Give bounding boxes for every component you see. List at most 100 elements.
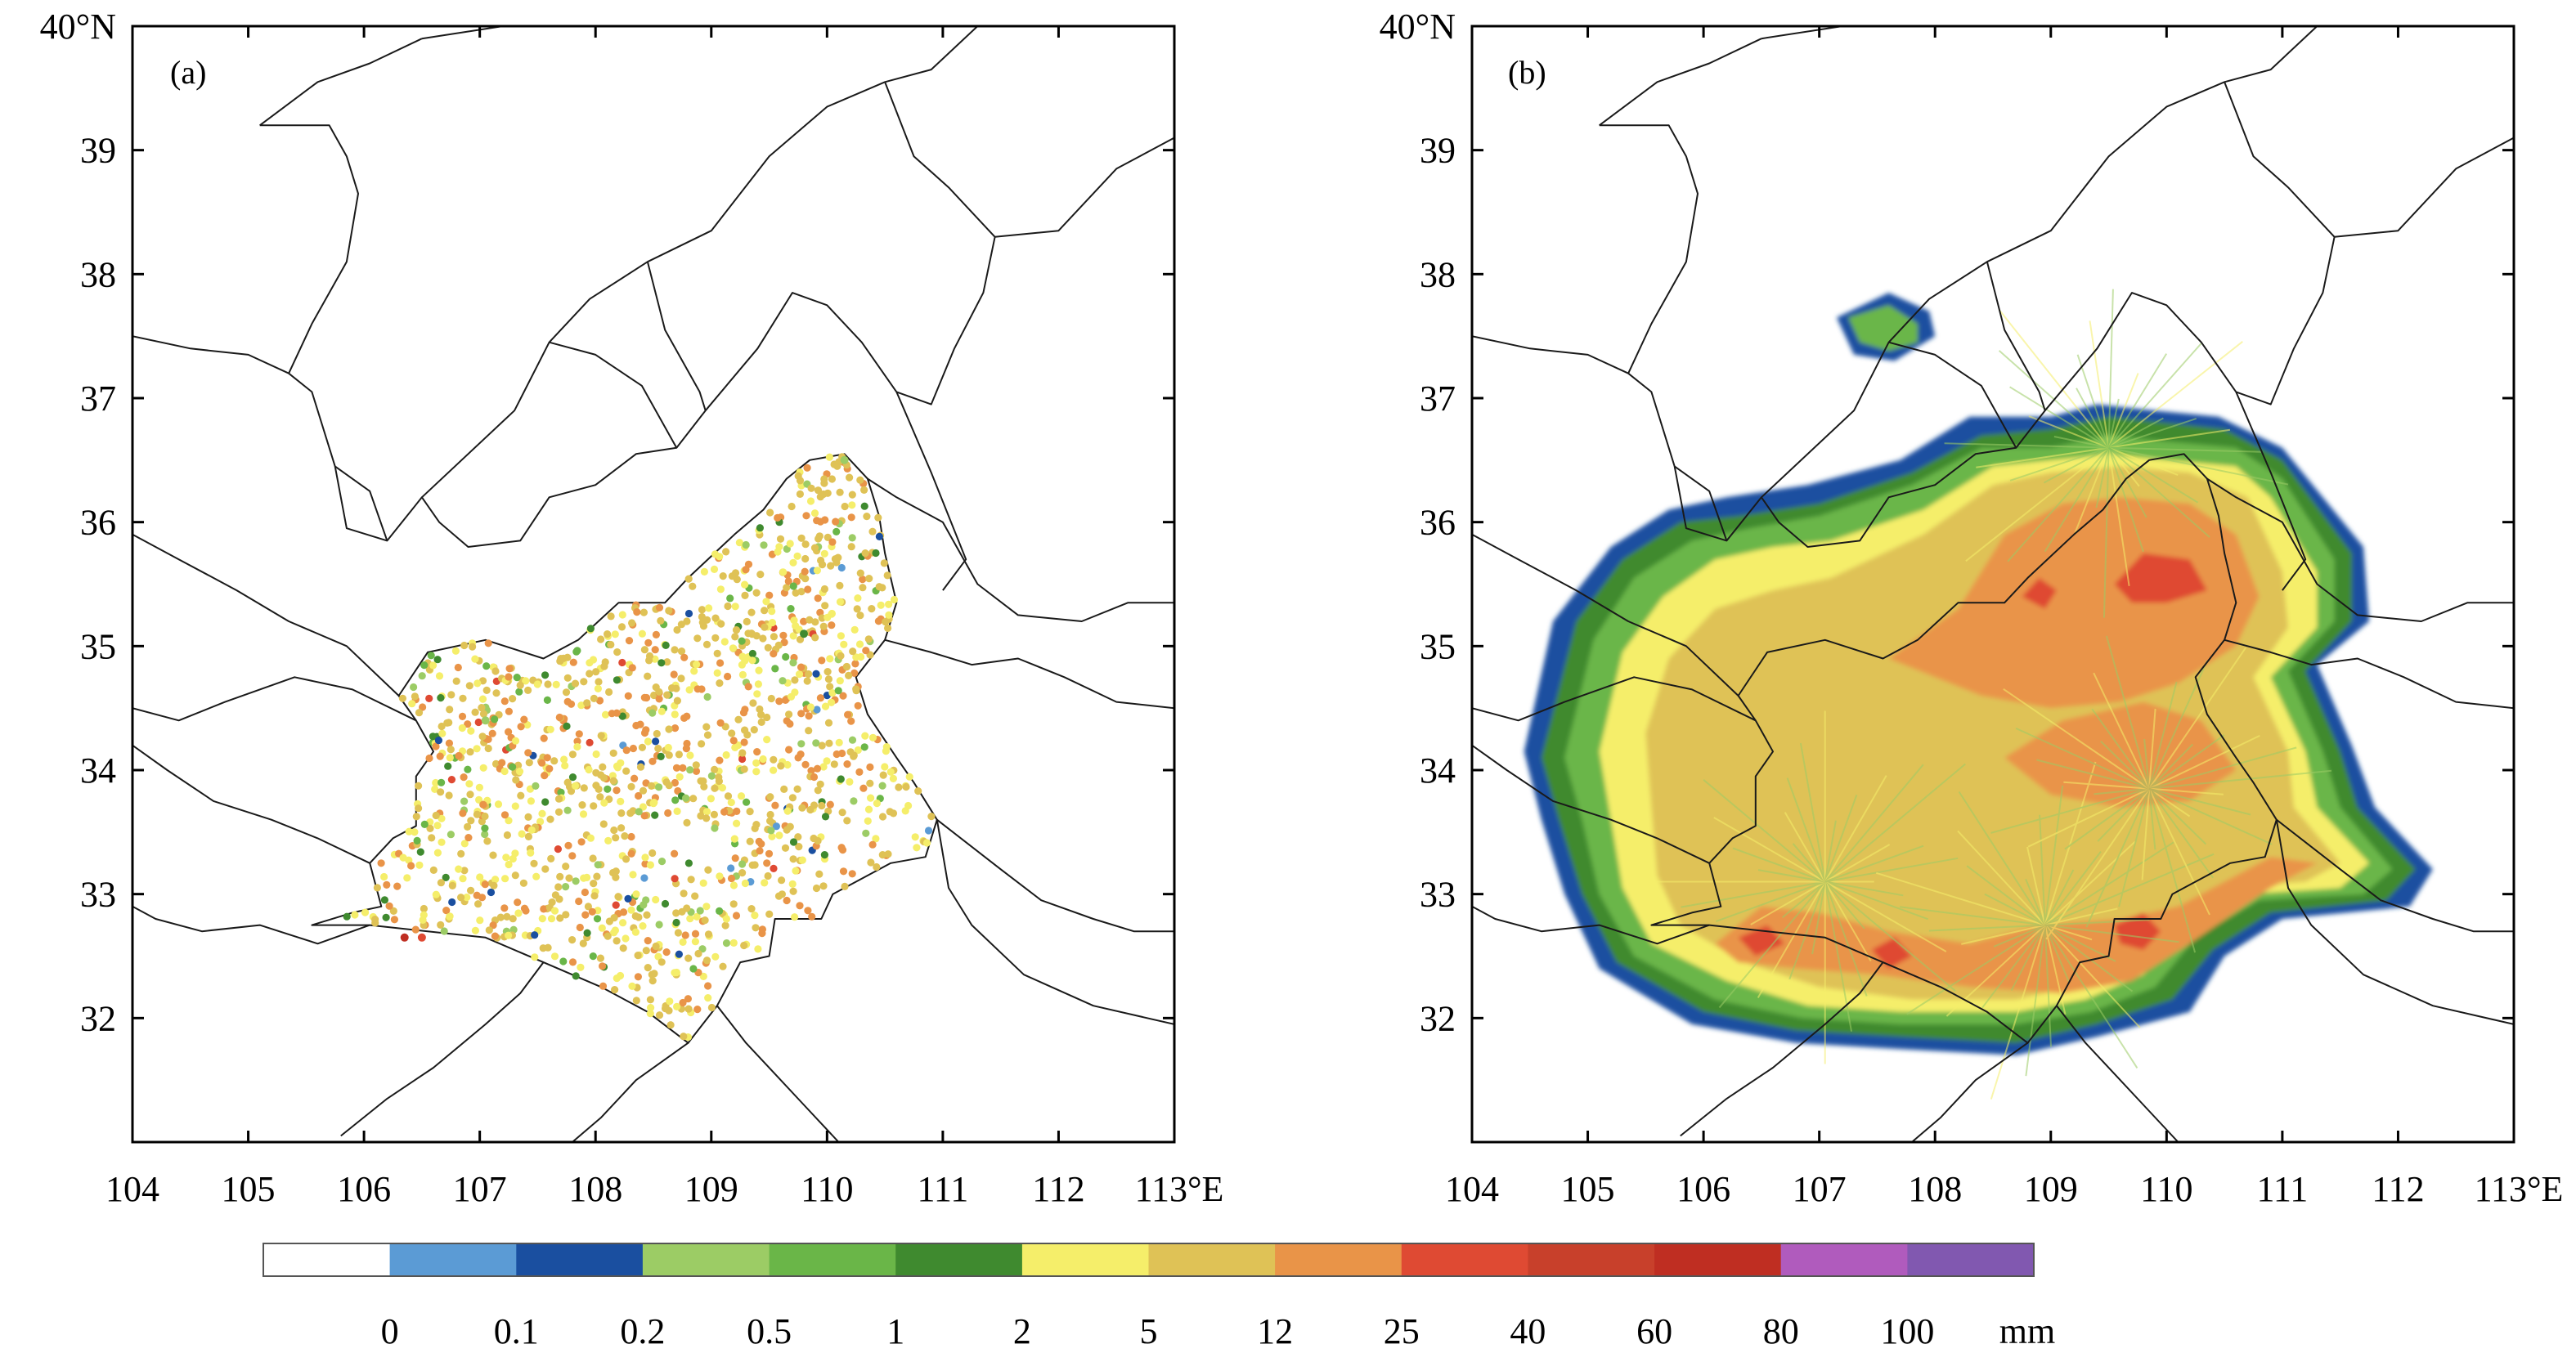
- station-point: [625, 637, 634, 645]
- colorbar-swatch: [769, 1243, 896, 1276]
- station-point: [491, 667, 500, 675]
- station-point: [459, 694, 467, 702]
- station-point: [460, 797, 469, 805]
- radar-streak: [1713, 817, 1826, 883]
- radar-streak: [1993, 924, 2046, 948]
- station-point: [853, 605, 861, 613]
- radar-streak: [2044, 447, 2110, 553]
- station-point: [868, 605, 876, 613]
- province-boundary: [340, 961, 545, 1137]
- station-point: [764, 871, 772, 880]
- station-point: [607, 640, 615, 649]
- station-point: [673, 1002, 681, 1010]
- station-point: [622, 855, 631, 863]
- province-boundary: [1761, 26, 1843, 40]
- station-point: [837, 563, 846, 572]
- station-point: [452, 677, 460, 685]
- station-point: [478, 704, 486, 712]
- station-point: [742, 540, 750, 549]
- colorbar-swatch: [263, 1243, 391, 1276]
- station-point: [547, 854, 555, 862]
- station-point: [752, 768, 761, 776]
- station-point: [734, 715, 743, 724]
- station-point: [671, 796, 680, 804]
- station-point: [796, 902, 804, 910]
- y-tick-label: 37: [80, 379, 116, 419]
- station-point: [652, 942, 660, 951]
- station-point: [488, 729, 496, 737]
- radar-streak: [2100, 740, 2150, 790]
- station-point: [580, 874, 588, 882]
- station-point: [479, 710, 488, 718]
- station-point: [646, 996, 655, 1004]
- station-point: [754, 680, 763, 688]
- station-point: [788, 880, 797, 888]
- station-point: [531, 931, 539, 939]
- station-point: [752, 924, 760, 932]
- station-point: [764, 643, 772, 652]
- station-point: [716, 907, 724, 915]
- station-point: [722, 915, 731, 923]
- station-point: [789, 855, 797, 863]
- station-point: [454, 663, 462, 672]
- station-point: [420, 661, 429, 670]
- station-point: [481, 716, 490, 725]
- panel-b-frame: [1470, 25, 2515, 1144]
- station-point: [661, 899, 670, 908]
- station-point: [742, 566, 750, 574]
- station-point: [818, 801, 826, 810]
- station-point: [711, 952, 720, 961]
- station-point: [787, 605, 795, 613]
- station-point: [464, 822, 472, 831]
- station-point: [515, 768, 524, 776]
- station-point: [664, 809, 672, 818]
- station-point: [675, 773, 684, 781]
- radar-streak: [2044, 840, 2136, 926]
- x-tick-label: 110: [801, 1169, 853, 1209]
- province-boundary: [421, 26, 504, 40]
- station-point: [879, 771, 887, 779]
- radar-streak: [2108, 446, 2199, 504]
- station-point: [541, 865, 550, 873]
- station-point: [471, 926, 480, 934]
- station-point: [586, 738, 594, 747]
- station-point: [646, 861, 655, 869]
- station-point: [437, 788, 445, 796]
- province-boundary: [1986, 261, 2046, 411]
- station-point: [415, 804, 423, 813]
- station-point: [580, 678, 588, 686]
- station-point: [426, 824, 434, 833]
- station-point: [789, 558, 797, 567]
- station-point: [872, 549, 880, 558]
- station-point: [446, 706, 454, 714]
- station-point: [503, 912, 511, 921]
- station-point: [850, 669, 859, 678]
- station-point: [429, 661, 438, 670]
- station-point: [617, 809, 626, 818]
- radar-streak: [2097, 788, 2150, 842]
- station-point: [693, 685, 702, 693]
- radar-streak: [2009, 386, 2110, 449]
- station-point: [738, 869, 747, 877]
- station-point: [382, 913, 390, 921]
- y-tick-label: 35: [1420, 626, 1456, 666]
- station-point: [889, 774, 897, 783]
- station-point: [776, 535, 785, 543]
- station-point: [665, 607, 673, 615]
- radar-streak: [2118, 788, 2151, 907]
- radar-streak: [2025, 925, 2046, 1077]
- station-point: [793, 552, 801, 560]
- station-point: [731, 569, 740, 577]
- station-point: [407, 862, 415, 870]
- station-point: [843, 817, 851, 825]
- radar-streak: [1782, 880, 1826, 918]
- radar-streak: [1824, 880, 1956, 992]
- station-point: [522, 677, 530, 685]
- station-point: [569, 658, 577, 666]
- colorbar-swatch: [1654, 1243, 1782, 1276]
- station-point: [837, 632, 845, 640]
- colorbar-label: 0: [381, 1311, 399, 1351]
- station-point: [841, 882, 849, 890]
- station-point: [511, 802, 519, 810]
- radar-streak: [2028, 415, 2109, 449]
